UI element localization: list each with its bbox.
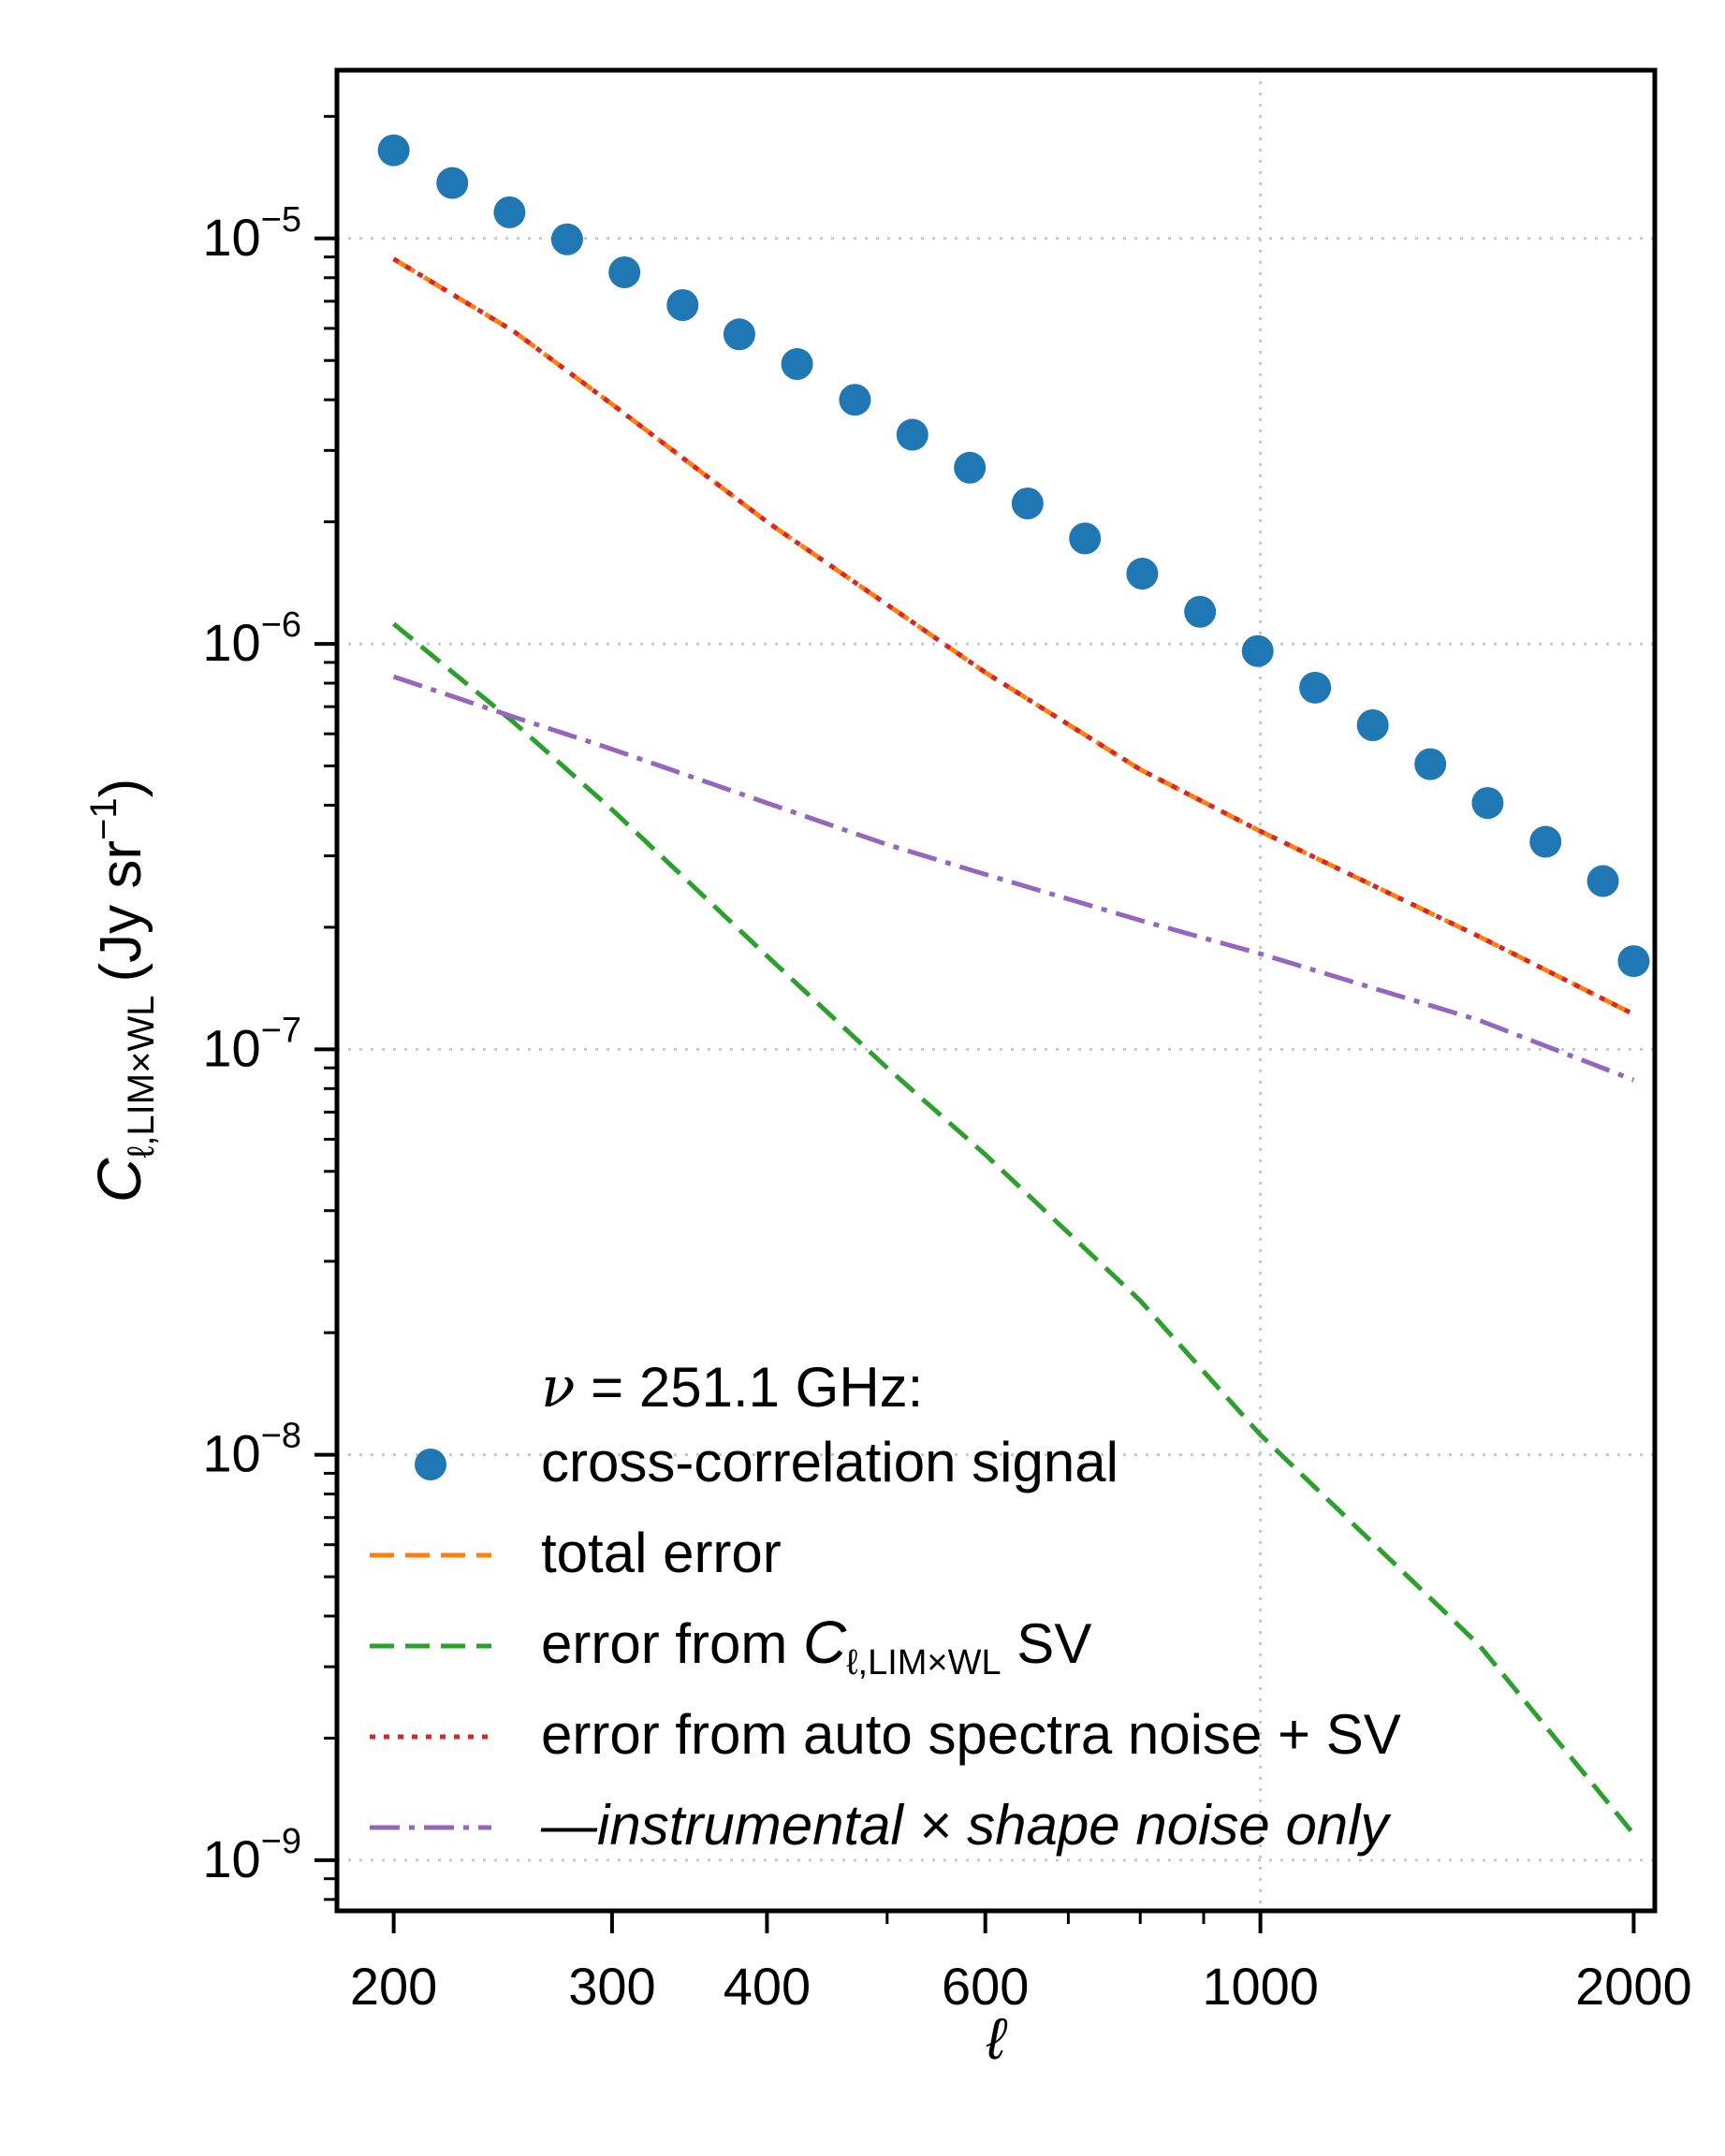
data-point — [1011, 487, 1044, 519]
y-axis-label-subscript: ℓ,LIM×WL — [121, 996, 162, 1158]
y-axis-label-units: (Jy sr — [89, 840, 153, 983]
data-point — [896, 418, 928, 451]
data-point — [666, 288, 699, 321]
data-point — [1356, 709, 1389, 742]
data-point — [723, 318, 755, 351]
x-tick-label: 200 — [350, 1957, 437, 2016]
y-tick-label: 10−5 — [202, 200, 301, 267]
data-point — [1069, 522, 1102, 555]
data-point — [954, 451, 987, 484]
tick-labels: 200 300 400 600 1000 2000 10−5 10−6 10−7 10−8 10−9 — [202, 200, 1691, 2016]
series-layer — [377, 134, 1650, 1836]
legend: ν = 251.1 GHz: cross-correlation signal t… — [370, 1355, 1401, 1857]
data-point — [493, 196, 526, 228]
legend-title-text: = 251.1 GHz: — [575, 1356, 923, 1419]
legend-label: total error — [541, 1522, 782, 1584]
data-point — [1414, 748, 1447, 780]
y-axis-label-units-close: ) — [89, 779, 153, 798]
legend-entries: cross-correlation signal total error error… — [370, 1431, 1401, 1857]
series-line — [392, 256, 1635, 1017]
data-point — [1299, 671, 1332, 704]
data-point — [1586, 865, 1619, 897]
data-point — [1617, 945, 1650, 978]
legend-label: error from auto spectra noise + SV — [541, 1703, 1401, 1766]
x-tick-label: 2000 — [1575, 1957, 1692, 2016]
y-axis-label-symbol: C — [84, 1157, 153, 1202]
data-point — [377, 134, 410, 167]
data-point — [1241, 634, 1274, 667]
axis-ticks — [314, 114, 1636, 1933]
legend-label: cross-correlation signal — [541, 1431, 1118, 1493]
y-tick-label: 10−7 — [202, 1011, 301, 1077]
y-axis-label-units-exponent: −1 — [83, 797, 124, 840]
data-point — [550, 223, 583, 255]
legend-title: ν = 251.1 GHz: — [541, 1355, 923, 1420]
x-tick-label: 400 — [724, 1957, 811, 2016]
data-point — [1184, 595, 1217, 628]
legend-label: —instrumental × shape noise only — [540, 1794, 1393, 1857]
data-point — [436, 167, 469, 199]
x-tick-label: 1000 — [1202, 1957, 1319, 2016]
legend-marker — [415, 1449, 446, 1480]
plot-frame — [334, 67, 1658, 1914]
data-point — [1529, 825, 1562, 858]
data-point — [1126, 558, 1159, 590]
y-tick-label: 10−9 — [202, 1822, 301, 1888]
x-axis-label: ℓ — [986, 2007, 1008, 2072]
legend-title-symbol: ν — [541, 1355, 575, 1420]
x-tick-label: 600 — [942, 1957, 1029, 2016]
legend-label: error from Cℓ,LIM×WL SV — [541, 1609, 1091, 1683]
data-point — [839, 384, 871, 416]
series-line — [392, 674, 1635, 1083]
y-axis-label: Cℓ,LIM×WL (Jy sr−1) — [83, 779, 162, 1203]
data-point — [608, 255, 641, 288]
series-line — [392, 621, 1636, 1836]
data-point — [781, 348, 813, 381]
y-tick-label: 10−6 — [202, 605, 301, 672]
y-tick-label: 10−8 — [202, 1417, 301, 1483]
x-tick-label: 300 — [568, 1957, 655, 2016]
data-point — [1471, 787, 1504, 820]
